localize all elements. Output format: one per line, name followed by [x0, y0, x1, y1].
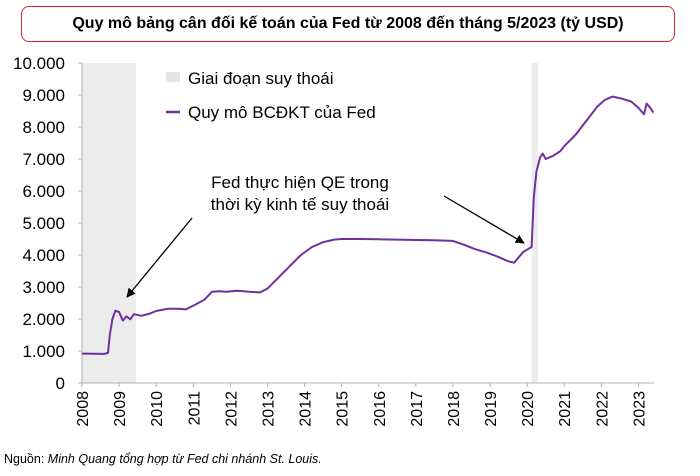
x-tick-label-6: 2014	[298, 391, 315, 427]
legend-line-label: Quy mô BCĐKT của Fed	[188, 103, 376, 122]
x-tick-label-5: 2013	[260, 391, 277, 427]
annotation-line-1: Fed thực hiện QE trong	[211, 173, 389, 192]
y-tick-label-0: 0	[56, 374, 65, 393]
y-tick-label-6: 6.000	[22, 182, 65, 201]
y-tick-label-9: 9.000	[22, 86, 65, 105]
x-tick-label-7: 2015	[335, 391, 352, 427]
x-tick-label-1: 2009	[112, 391, 129, 427]
chart-title-box: Quy mô bảng cân đối kế toán của Fed từ 2…	[21, 6, 675, 42]
recession-band-0	[82, 63, 137, 383]
x-tick-label-8: 2016	[372, 391, 389, 427]
series-line-0	[81, 95, 655, 355]
chart-title: Quy mô bảng cân đối kế toán của Fed từ 2…	[72, 15, 624, 32]
source-text: Minh Quang tổng hợp từ Fed chi nhánh St.…	[47, 452, 322, 466]
y-tick-label-10: 10.000	[13, 54, 65, 73]
y-tick-label-3: 3.000	[22, 278, 65, 297]
x-tick-label-15: 2023	[631, 391, 648, 427]
source-prefix: Nguồn:	[4, 452, 48, 466]
x-tick-label-3: 2011	[186, 391, 203, 426]
x-tick-label-2: 2010	[149, 391, 166, 427]
y-tick-label-8: 8.000	[22, 118, 65, 137]
y-tick-label-1: 1.000	[22, 342, 65, 361]
annotation-arrow-2020	[443, 195, 525, 244]
x-tick-label-12: 2020	[520, 391, 537, 427]
x-tick-label-13: 2021	[557, 391, 574, 427]
x-tick-label-4: 2012	[223, 391, 240, 427]
recession-band-1	[531, 63, 538, 383]
x-tick-label-0: 2008	[75, 391, 92, 427]
annotation-arrow-2009	[126, 217, 193, 298]
y-tick-label-2: 2.000	[22, 310, 65, 329]
x-tick-label-9: 2017	[409, 391, 426, 427]
source-note: Nguồn: Minh Quang tổng hợp từ Fed chi nh…	[4, 452, 322, 466]
legend-band-swatch	[166, 72, 180, 82]
x-tick-label-14: 2022	[594, 391, 611, 427]
legend-band-label: Giai đoạn suy thoái	[188, 69, 334, 88]
x-tick-label-10: 2018	[446, 391, 463, 427]
y-tick-label-7: 7.000	[22, 150, 65, 169]
y-tick-label-5: 5.000	[22, 214, 65, 233]
y-tick-label-4: 4.000	[22, 246, 65, 265]
annotation-line-2: thời kỳ kinh tế suy thoái	[211, 195, 389, 214]
x-tick-label-11: 2019	[483, 391, 500, 427]
